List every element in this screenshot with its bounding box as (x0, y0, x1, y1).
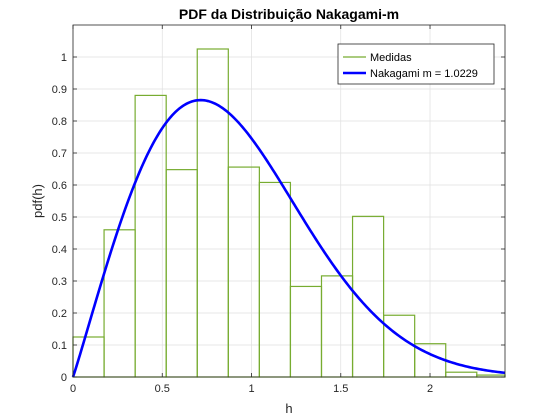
y-tick-label: 0.1 (52, 340, 67, 352)
x-tick-label: 1 (248, 383, 254, 395)
y-tick-label: 0.6 (52, 180, 67, 192)
y-tick-label: 0.2 (52, 308, 67, 320)
y-tick-label: 0.5 (52, 212, 67, 224)
x-ticks: 0 0.5 1 1.5 2 (70, 25, 433, 395)
y-tick-label: 0 (61, 372, 67, 384)
y-tick-label: 0.3 (52, 276, 67, 288)
y-tick-label: 1 (61, 52, 67, 64)
legend: Medidas Nakagami m = 1.0229 (337, 43, 495, 85)
axes-box (72, 24, 506, 378)
y-tick-label: 0.9 (52, 84, 67, 96)
y-tick-label: 0.4 (52, 244, 67, 256)
y-tick-label: 0.8 (52, 116, 67, 128)
legend-box (337, 43, 495, 85)
legend-label-medidas: Medidas (370, 52, 412, 64)
chart-title: PDF da Distribuição Nakagami-m (179, 6, 399, 22)
x-tick-label: 2 (427, 383, 433, 395)
legend-label-nakagami: Nakagami m = 1.0229 (370, 68, 478, 80)
x-tick-label: 0 (70, 383, 76, 395)
x-tick-label: 1.5 (333, 383, 348, 395)
y-ticks: 0 0.1 0.2 0.3 0.4 0.5 0.6 0.7 0.8 0.9 1 (52, 52, 505, 384)
x-axis-label: h (285, 401, 292, 416)
y-axis-label: pdf(h) (30, 184, 45, 218)
y-tick-label: 0.7 (52, 148, 67, 160)
nakagami-curve (71, 98, 506, 378)
grid (72, 25, 505, 378)
x-tick-label: 0.5 (155, 383, 170, 395)
